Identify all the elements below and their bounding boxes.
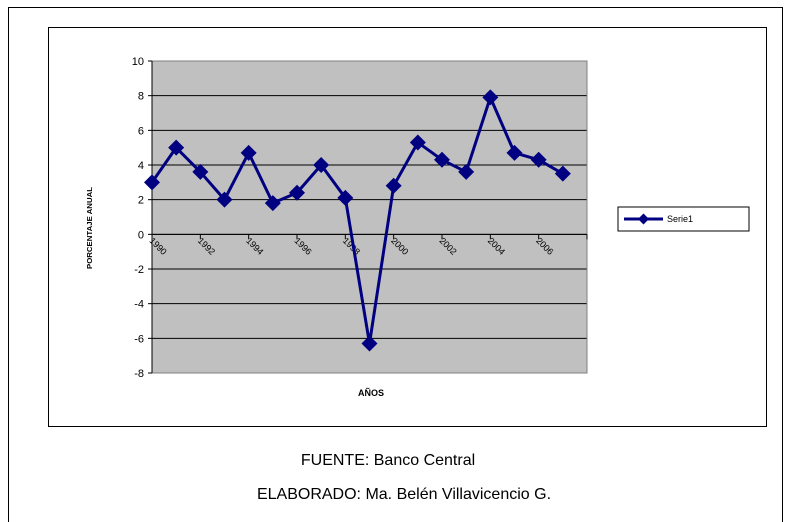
- data-point: [434, 151, 450, 168]
- data-point: [409, 134, 426, 151]
- series-group: [144, 89, 571, 352]
- data-point: [168, 139, 185, 156]
- y-tick-label: -6: [134, 333, 144, 345]
- data-point: [506, 144, 523, 161]
- y-tick-label: 6: [138, 125, 144, 137]
- legend-marker: [638, 213, 649, 225]
- x-axis-label: AÑOS: [358, 388, 384, 398]
- y-tick-label: -4: [134, 299, 144, 311]
- legend: Serie1: [617, 206, 750, 232]
- author-caption: ELABORADO: Ma. Belén Villavicencio G.: [256, 486, 552, 503]
- data-point: [192, 163, 209, 180]
- data-point: [337, 189, 354, 206]
- legend-label: Serie1: [667, 214, 693, 224]
- data-point: [361, 335, 378, 352]
- data-point: [240, 144, 257, 161]
- data-point: [144, 174, 160, 191]
- data-point: [530, 151, 547, 168]
- y-tick-label: 0: [138, 229, 144, 241]
- y-tick-label: 10: [132, 56, 144, 68]
- data-point: [313, 157, 330, 173]
- y-tick-label: -2: [134, 264, 144, 276]
- data-point: [216, 191, 233, 208]
- series-line-serie1: [150, 95, 564, 346]
- data-point: [289, 184, 305, 201]
- y-tick-label: 2: [138, 195, 144, 207]
- figure-frame: [8, 7, 783, 522]
- data-point: [482, 89, 499, 106]
- data-point: [264, 195, 281, 212]
- source-caption: FUENTE: Banco Central: [300, 452, 476, 469]
- data-point: [458, 163, 475, 180]
- y-axis-label: PORCENTAJE ANUAL: [87, 186, 94, 269]
- data-point: [385, 177, 402, 194]
- y-tick-label: 4: [138, 160, 144, 172]
- plot-area: [152, 61, 587, 373]
- y-tick-label: 8: [138, 91, 144, 103]
- data-point: [554, 165, 571, 182]
- y-tick-label: -8: [134, 368, 144, 380]
- y-axis: 10 8 6 4 2 0 -2 -4 -6 -8: [132, 56, 153, 380]
